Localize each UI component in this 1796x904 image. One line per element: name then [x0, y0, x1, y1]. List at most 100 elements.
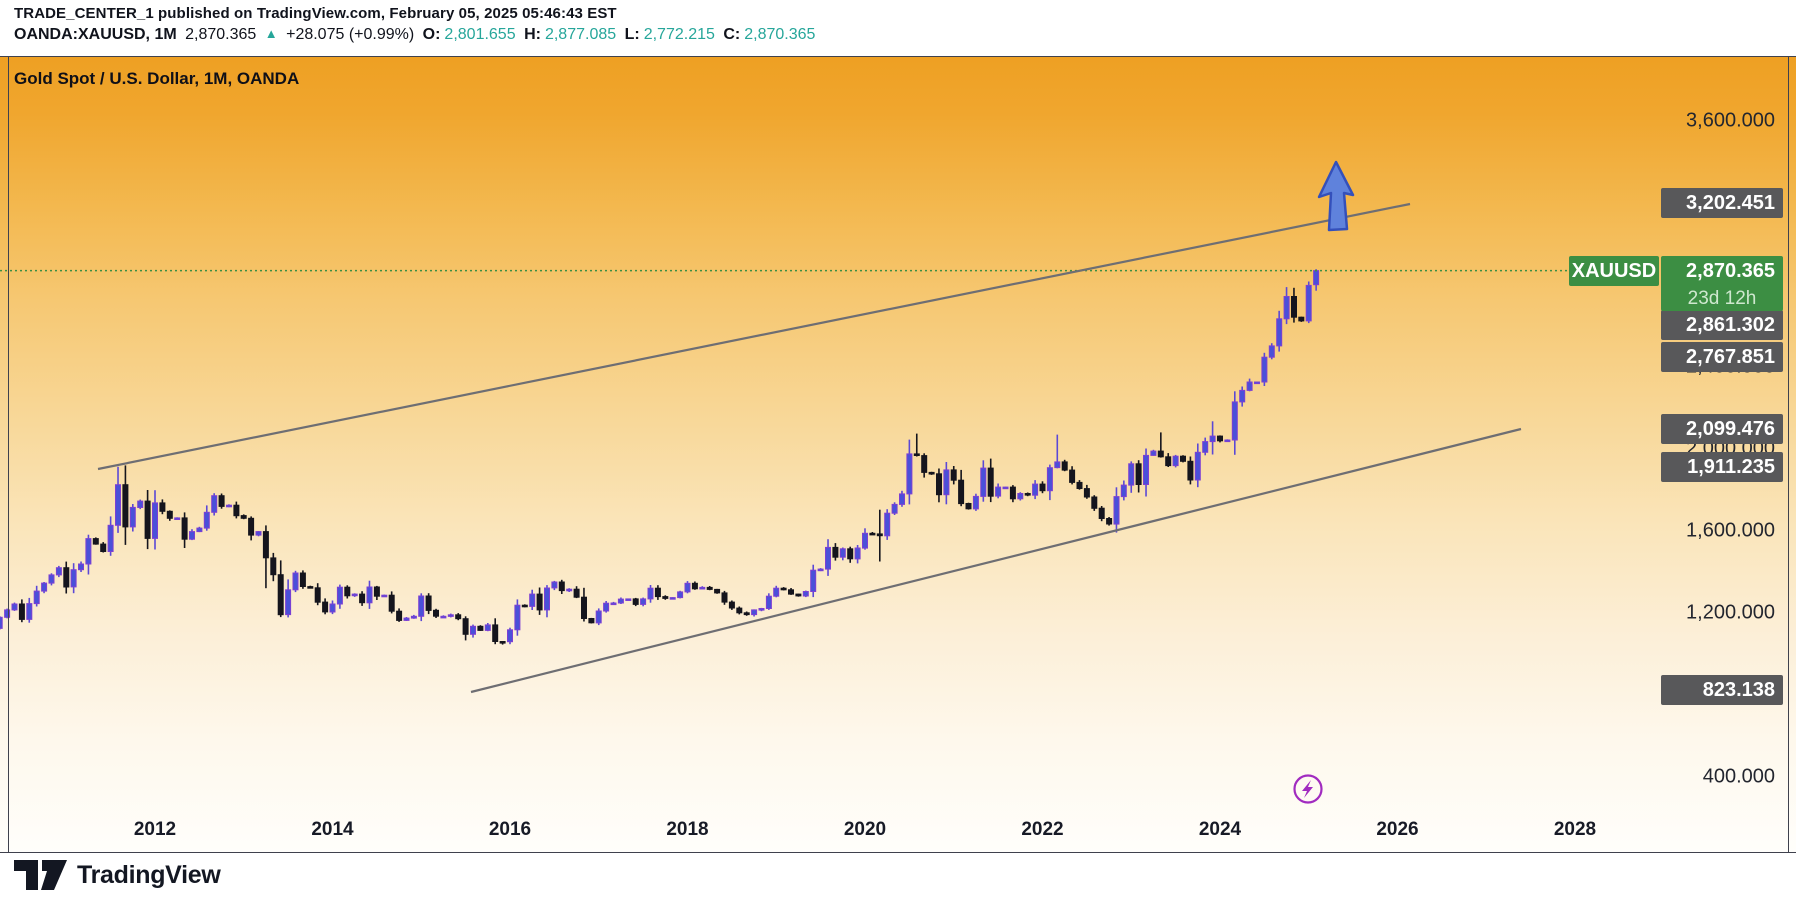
candle-body: [839, 548, 846, 558]
low-label: L:: [624, 26, 640, 43]
candle-body: [78, 563, 84, 571]
candle-body: [107, 524, 114, 552]
candle-body: [137, 500, 144, 509]
candle-body: [758, 608, 765, 611]
candle-body: [4, 609, 11, 618]
candle-body: [573, 588, 580, 598]
candle-body: [1313, 270, 1320, 286]
candle-body: [1268, 345, 1275, 358]
open-value: 2,801.655: [444, 26, 516, 43]
candle-body: [455, 614, 462, 620]
candle-body: [1098, 507, 1105, 520]
candle-body: [972, 495, 979, 510]
candle-body: [270, 557, 277, 576]
candle-body: [1120, 484, 1127, 498]
candle-body: [396, 610, 403, 621]
time-axis-year-label: 2016: [488, 819, 532, 840]
candle-body: [521, 604, 528, 608]
time-axis-year-label: 2014: [311, 819, 354, 840]
candle-body: [159, 502, 166, 512]
price-level-badge: 1,911.235: [1661, 452, 1783, 482]
candle-body: [1246, 381, 1253, 391]
candle-body: [1298, 316, 1305, 322]
candle-body: [588, 618, 595, 624]
candle-body: [832, 546, 839, 558]
candle-body: [906, 453, 913, 495]
candle-body: [100, 543, 107, 553]
candle-body: [174, 517, 181, 520]
candle-body: [262, 531, 269, 559]
candle-body: [825, 546, 831, 570]
candle-body: [381, 594, 388, 598]
candle-body: [403, 617, 410, 621]
candle-body: [115, 484, 121, 526]
candle-body: [1143, 454, 1149, 485]
candle-body: [1261, 356, 1268, 383]
tradingview-logo[interactable]: TradingView: [14, 860, 221, 891]
candle-body: [1113, 496, 1120, 525]
up-triangle-icon: ▲: [264, 26, 278, 41]
candlestick-series: [0, 269, 1320, 645]
candle-body: [1217, 435, 1223, 442]
candle-body: [425, 595, 432, 611]
candle-body: [336, 586, 343, 605]
candle-body: [1150, 450, 1157, 456]
chart-canvas[interactable]: Gold Spot / U.S. Dollar, 1M, OANDA 3,600…: [0, 56, 1796, 853]
candle-body: [1283, 296, 1290, 320]
candle-body: [625, 598, 632, 602]
candle-body: [1128, 463, 1135, 486]
candle-body: [640, 598, 647, 605]
candle-body: [329, 603, 336, 613]
candle-body: [854, 547, 861, 560]
price-axis-label: 1,600.000: [1686, 519, 1775, 542]
candle-body: [233, 504, 240, 517]
candle-body: [366, 586, 373, 604]
candle-body: [728, 601, 735, 609]
symbol-and-timeframe: OANDA:XAUUSD, 1M: [14, 26, 177, 43]
channel-lower-trendline: [470, 427, 1522, 694]
plot-left-border: [8, 57, 9, 852]
candle-body: [736, 607, 743, 614]
candle-body: [1224, 439, 1231, 443]
candle-body: [1202, 441, 1209, 453]
candle-body: [55, 567, 62, 576]
candle-body: [751, 609, 758, 616]
candle-body: [122, 484, 129, 528]
high-label: H:: [524, 26, 541, 43]
candle-body: [773, 587, 780, 597]
time-axis-year-label: 2012: [133, 819, 177, 840]
candle-body: [447, 614, 454, 617]
candle-body: [1276, 318, 1283, 347]
close-value: 2,870.365: [744, 26, 816, 43]
price-level-badge: 2,767.851: [1661, 342, 1783, 372]
candle-body: [810, 569, 817, 593]
candle-body: [226, 504, 232, 508]
candle-body: [48, 574, 55, 584]
candle-body: [1024, 493, 1031, 496]
low-value: 2,772.215: [643, 26, 715, 43]
candle-body: [780, 587, 787, 591]
candle-body: [255, 531, 262, 536]
candle-body: [218, 495, 225, 507]
candle-body: [388, 594, 395, 612]
candle-body: [610, 602, 617, 606]
candle-body: [677, 591, 684, 599]
candle-body: [322, 601, 329, 613]
plot-layer: [0, 160, 1572, 804]
candle-body: [1054, 461, 1061, 469]
candle-body: [1083, 488, 1090, 498]
current-price-badge: 2,870.365 23d 12h: [1661, 256, 1783, 311]
candle-body: [144, 500, 151, 539]
candle-body: [514, 604, 521, 631]
candle-body: [418, 595, 425, 617]
candle-body: [1017, 493, 1024, 500]
time-axis-year-label: 2026: [1376, 819, 1419, 840]
bar-countdown: 23d 12h: [1687, 287, 1757, 309]
candle-body: [92, 538, 99, 545]
candle-body: [1165, 456, 1172, 467]
candle-body: [891, 503, 898, 514]
candle-body: [802, 591, 809, 597]
last-price: 2,870.365: [185, 26, 257, 43]
candle-body: [33, 590, 40, 605]
candle-body: [654, 587, 661, 598]
